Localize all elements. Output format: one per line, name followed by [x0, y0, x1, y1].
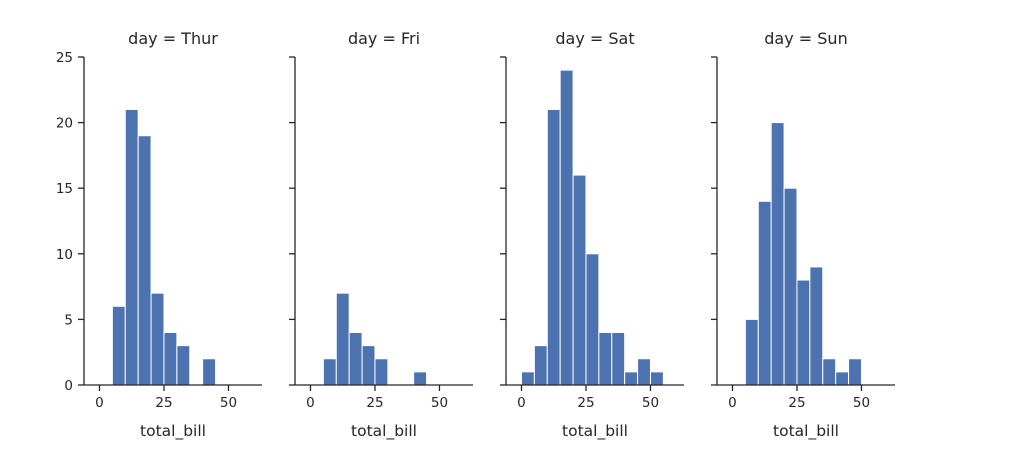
histogram-bar: [835, 371, 850, 386]
x-tick-label: 0: [517, 395, 526, 411]
x-tick-label: 50: [220, 395, 237, 411]
x-tick-label: 25: [366, 395, 383, 411]
histogram-bar: [585, 253, 600, 386]
facet-title: day = Sat: [555, 29, 634, 48]
facet-panel: day = Thur 0 5 10 15 20 25 0 25 50 total_bill: [56, 29, 262, 441]
x-tick-label: 25: [577, 395, 594, 411]
x-tick-label: 50: [431, 395, 448, 411]
histogram-bar: [202, 358, 217, 386]
histogram-bar: [348, 332, 363, 386]
facet-title: day = Fri: [348, 29, 420, 48]
y-tick-label: 25: [56, 50, 73, 66]
histogram-bar: [176, 345, 191, 386]
y-tick-label: 10: [56, 247, 73, 263]
histogram-bar: [163, 332, 178, 386]
x-axis-label: total_bill: [562, 422, 628, 441]
y-tick-label: 15: [56, 181, 73, 197]
histogram-bar: [335, 292, 350, 386]
histogram-bar: [374, 358, 389, 386]
histogram-bar: [361, 345, 376, 386]
histogram-bar: [598, 332, 613, 386]
histogram-bar: [413, 371, 428, 386]
x-tick-label: 25: [155, 395, 172, 411]
x-tick-label: 25: [788, 395, 805, 411]
histogram-bar: [533, 345, 548, 386]
x-axis-label: total_bill: [140, 422, 206, 441]
y-tick-label: 0: [64, 378, 73, 394]
histogram-bar: [848, 358, 862, 386]
y-tick-label: 20: [56, 116, 73, 132]
histogram-bar: [520, 371, 535, 386]
histogram-bar: [546, 108, 561, 386]
histogram-bar: [757, 200, 772, 386]
histogram-bar: [572, 174, 587, 386]
histogram-bar: [559, 69, 574, 386]
facet-title: day = Thur: [128, 29, 218, 48]
histogram-bar: [137, 135, 152, 386]
x-tick-label: 50: [853, 395, 870, 411]
histogram-bar: [796, 279, 811, 386]
histogram-bar: [770, 122, 785, 386]
x-tick-label: 0: [728, 395, 737, 411]
facet-panel: day = Fri 0 25 50 total_bill: [289, 29, 473, 441]
histogram-bar: [822, 358, 837, 386]
histogram-bar: [783, 187, 798, 386]
facet-panel: day = Sun 0 25 50 total_bill: [711, 29, 895, 441]
x-axis-label: total_bill: [351, 422, 417, 441]
histogram-bar: [649, 371, 664, 386]
histogram-bar: [809, 266, 824, 386]
histogram-bar: [611, 332, 626, 386]
histogram-bar: [150, 292, 165, 386]
x-tick-label: 0: [95, 395, 104, 411]
histogram-bar: [637, 358, 651, 386]
y-tick-label: 5: [64, 312, 73, 328]
histogram-bar: [322, 358, 337, 386]
histogram-bar: [624, 371, 639, 386]
histogram-bar: [111, 305, 126, 386]
histogram-bar: [744, 318, 759, 386]
x-axis-label: total_bill: [773, 422, 839, 441]
facet-panel: day = Sat 0 25 50 total_bill: [500, 29, 684, 441]
x-tick-label: 0: [306, 395, 315, 411]
histogram-bar: [124, 108, 139, 386]
x-tick-label: 50: [642, 395, 659, 411]
facet-title: day = Sun: [764, 29, 847, 48]
